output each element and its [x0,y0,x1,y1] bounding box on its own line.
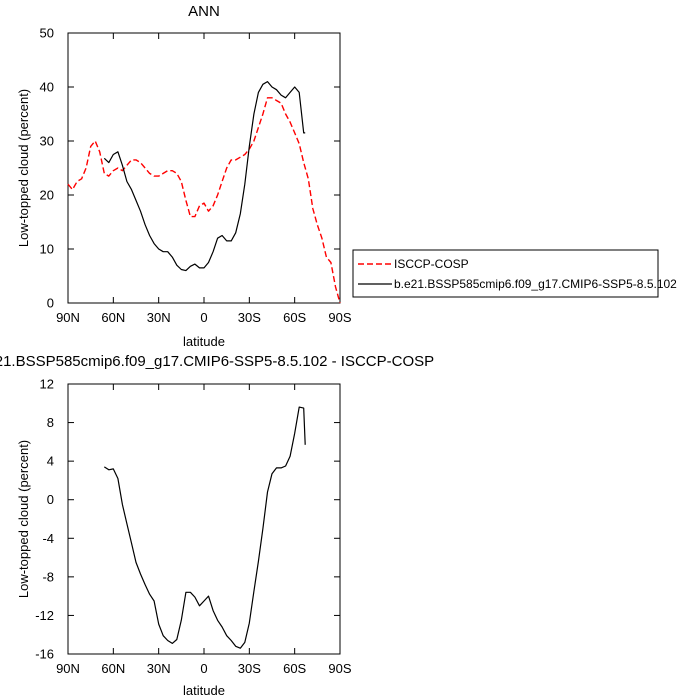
bottom-y-tick-label: -8 [42,569,54,584]
top-series-line-isccp-cosp [67,97,341,304]
top-x-tick-label: 60S [283,310,306,325]
top-y-tick-label: 20 [40,188,54,203]
top-y-tick-label: 30 [40,134,54,149]
bottom-x-tick-label: 0 [200,661,207,676]
top-y-axis-label: Low-topped cloud (percent) [16,89,31,247]
top-x-tick-label: 60N [101,310,125,325]
bottom-y-tick-label: 0 [47,492,54,507]
bottom-y-tick-label: 4 [47,454,54,469]
top-x-axis: 90N 60N 30N 0 30S 60S 90S [56,33,352,325]
bottom-chart-title: b.e21.BSSP585cmip6.f09_g17.CMIP6-SSP5-8.… [0,353,434,370]
top-chart-panel: ANN 90N 60N 30N 0 30S 60S 90S 0 10 20 30 40 50 lati… [16,3,352,349]
bottom-x-axis-label: latitude [183,683,225,698]
legend: ISCCP-COSP b.e21.BSSP585cmip6.f09_g17.CM… [352,249,677,298]
bottom-x-tick-label: 90N [56,661,80,676]
bottom-y-axis: -16 -12 -8 -4 0 4 8 12 [35,377,340,662]
bottom-x-axis: 90N 60N 30N 0 30S 60S 90S [56,384,352,676]
bottom-series-group [103,406,306,649]
bottom-y-tick-label: -4 [42,531,54,546]
bottom-x-tick-label: 30N [147,661,171,676]
bottom-y-tick-label: -16 [35,647,54,662]
top-x-tick-label: 30S [238,310,261,325]
top-x-tick-label: 0 [200,310,207,325]
top-series-group [67,80,341,304]
legend-box [352,249,659,298]
top-x-tick-label: 30N [147,310,171,325]
top-y-tick-label: 0 [47,296,54,311]
top-chart-title: ANN [188,3,220,20]
bottom-chart-panel: b.e21.BSSP585cmip6.f09_g17.CMIP6-SSP5-8.… [0,353,434,698]
bottom-x-tick-label: 60N [101,661,125,676]
bottom-plot-frame [67,383,341,655]
legend-label-isccp-cosp: ISCCP-COSP [394,257,469,271]
top-x-axis-label: latitude [183,334,225,349]
bottom-series-line-model [103,406,306,649]
top-y-tick-label: 50 [40,26,54,41]
bottom-y-tick-label: 12 [40,377,54,392]
bottom-y-tick-label: 8 [47,415,54,430]
top-x-tick-label: 90N [56,310,80,325]
top-plot-frame [67,32,341,304]
top-x-tick-label: 90S [328,310,351,325]
bottom-y-tick-label: -12 [35,608,54,623]
bottom-x-tick-label: 60S [283,661,306,676]
bottom-x-tick-label: 30S [238,661,261,676]
bottom-x-tick-label: 90S [328,661,351,676]
legend-label-model: b.e21.BSSP585cmip6.f09_g17.CMIP6-SSP5-8.… [394,277,677,291]
top-y-tick-label: 10 [40,242,54,257]
top-series-line-model [103,80,306,272]
top-y-tick-label: 40 [40,80,54,95]
top-y-axis: 0 10 20 30 40 50 [40,26,340,311]
bottom-y-axis-label: Low-topped cloud (percent) [16,440,31,598]
